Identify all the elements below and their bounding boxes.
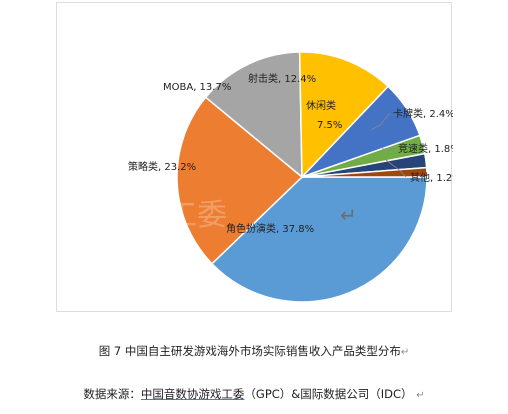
slice-label: 角色扮演类, 37.8%: [226, 222, 314, 235]
pie-slice: [298, 51, 390, 179]
slice-label: 射击类, 12.4%: [248, 72, 316, 85]
slice-label: 其他, 1.2%: [410, 171, 453, 184]
data-source: 数据来源：中国音数协游戏工委（GPC）&国际数据公司（IDC） ↵: [0, 386, 508, 402]
watermark-text: 游戏工委: [107, 198, 227, 233]
chart-area: 角色扮演类, 37.8% 策略类, 23.2% MOBA, 13.7% 射击类, 12…: [56, 2, 453, 312]
source-rest: （GPC）&国际数据公司（IDC）: [244, 387, 413, 401]
pie-slice: [210, 176, 428, 303]
return-mark-icon: ↵: [340, 203, 357, 227]
pie-slice: [301, 166, 428, 178]
leader-lines: [370, 112, 407, 178]
return-mark-icon: ↵: [416, 390, 425, 401]
slice-label: MOBA, 13.7%: [163, 82, 231, 93]
pie-slice: [176, 96, 304, 265]
pie-slices: [176, 51, 428, 303]
slice-label: 卡牌类, 2.4%: [393, 107, 453, 120]
slice-label: 竞速类, 1.8%: [398, 142, 453, 155]
pie-chart: 角色扮演类, 37.8% 策略类, 23.2% MOBA, 13.7% 射击类, 12…: [107, 51, 453, 303]
slice-label: 7.5%: [317, 120, 342, 131]
slice-label: 策略类, 23.2%: [128, 160, 196, 173]
pie-slice: [204, 51, 303, 179]
source-org-link[interactable]: 中国音数协游戏工委: [140, 387, 245, 401]
slice-labels: 角色扮演类, 37.8% 策略类, 23.2% MOBA, 13.7% 射击类, 12…: [128, 72, 453, 235]
source-prefix: 数据来源：: [83, 387, 141, 401]
figure-caption: 图 7 中国自主研发游戏海外市场实际销售收入产品类型分布↵: [0, 343, 508, 359]
leader-line: [385, 159, 407, 178]
slice-label: 休闲类: [306, 99, 336, 112]
leader-line: [370, 112, 391, 131]
return-mark-icon: ↵: [400, 347, 410, 358]
caption-text: 图 7 中国自主研发游戏海外市场实际销售收入产品类型分布: [98, 344, 401, 358]
